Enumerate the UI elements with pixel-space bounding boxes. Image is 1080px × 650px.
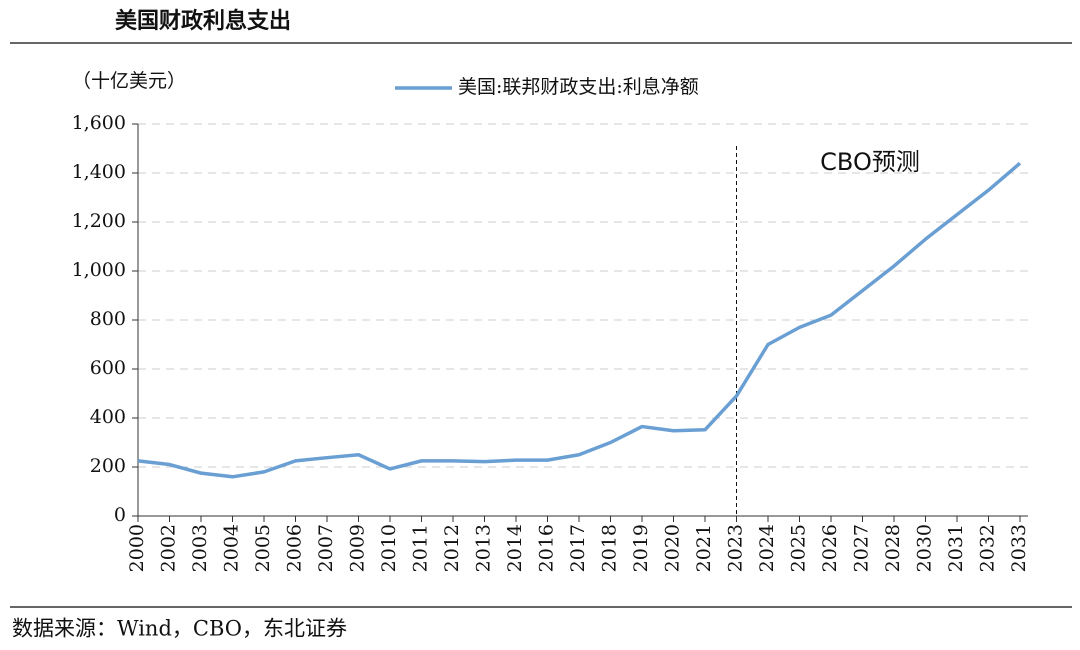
- x-tick-label: 2033: [1008, 524, 1030, 572]
- x-tick-label: 2030: [914, 524, 936, 572]
- x-tick-label: 2028: [882, 524, 904, 572]
- y-tick-label: 0: [114, 504, 126, 526]
- data-line: [137, 161, 1022, 479]
- x-tick-label: 2032: [977, 524, 999, 572]
- x-tick-label: 2019: [630, 524, 652, 572]
- y-tick-label: 400: [90, 406, 126, 428]
- x-tick-label: 2023: [725, 524, 747, 572]
- x-tick-label: 2006: [284, 524, 306, 572]
- y-axis-label: （十亿美元）: [72, 70, 186, 92]
- y-tick-label: 200: [90, 455, 126, 477]
- source: 数据来源：Wind，CBO，东北证券: [12, 617, 347, 641]
- x-tick-label: 2007: [315, 524, 337, 572]
- x-tick-label: 2018: [599, 524, 621, 572]
- x-tick-label: 2031: [945, 524, 967, 572]
- y-tick-label: 600: [90, 357, 126, 379]
- y-tick-label: 1,200: [72, 210, 126, 232]
- x-tick-label: 2013: [473, 524, 495, 572]
- x-tick-label: 2012: [441, 524, 463, 572]
- chart-title: 美国财政利息支出: [115, 8, 291, 34]
- x-tick-label: 2003: [189, 524, 211, 572]
- x-tick-label: 2005: [252, 524, 274, 572]
- y-tick-label: 1,000: [72, 259, 126, 281]
- x-tick-label: 2009: [347, 524, 369, 572]
- x-tick-label: 2021: [693, 524, 715, 572]
- x-tick-label: 2017: [567, 524, 589, 572]
- legend-label: 美国:联邦财政支出:利息净额: [458, 76, 699, 98]
- x-tick-label: 2026: [819, 524, 841, 572]
- x-tick-label: 2024: [756, 524, 778, 572]
- x-tick-label: 2027: [851, 524, 873, 572]
- x-tick-label: 2010: [378, 524, 400, 572]
- y-tick-label: 800: [90, 308, 126, 330]
- y-tick-label: 1,400: [72, 161, 126, 183]
- y-tick-label: 1,600: [72, 112, 126, 134]
- x-tick-label: 2016: [536, 524, 558, 572]
- annotation: CBO预测: [820, 148, 920, 176]
- x-tick-label: 2002: [158, 524, 180, 572]
- x-tick-label: 2000: [126, 524, 148, 572]
- x-tick-label: 2004: [221, 524, 243, 572]
- x-tick-label: 2014: [504, 524, 526, 572]
- x-tick-label: 2025: [788, 524, 810, 572]
- x-tick-label: 2011: [410, 524, 432, 572]
- x-tick-label: 2020: [662, 524, 684, 572]
